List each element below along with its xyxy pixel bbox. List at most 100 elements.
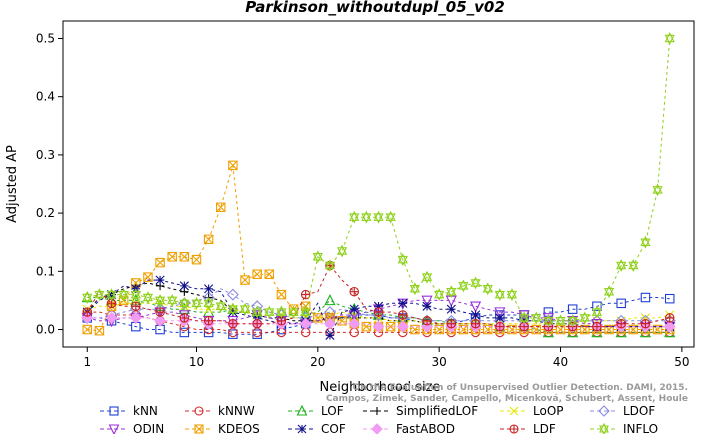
data-point (434, 288, 445, 299)
data-point (167, 252, 177, 262)
data-point (421, 273, 433, 284)
data-point (482, 285, 493, 296)
data-point (599, 425, 609, 434)
data-point (531, 324, 541, 335)
data-point (154, 296, 166, 307)
data-point (94, 325, 105, 336)
credit-top: On the Evaluation of Unsupervised Outlie… (353, 383, 688, 393)
legend-item-knnw: kNNW (185, 404, 255, 418)
data-point (374, 307, 383, 317)
x-tick-label: 40 (553, 355, 568, 369)
data-point (446, 287, 457, 299)
data-point (252, 305, 263, 316)
x-tick-label: 20 (310, 355, 325, 369)
data-point (118, 295, 129, 306)
data-point (324, 293, 336, 306)
data-point (447, 319, 456, 328)
data-point (179, 327, 190, 338)
legend-label: LDF (533, 422, 556, 434)
data-point (106, 290, 117, 302)
data-point (579, 311, 590, 322)
data-point (592, 322, 602, 331)
data-point (179, 281, 189, 291)
data-point (640, 235, 651, 246)
data-point (264, 269, 275, 279)
data-point (300, 308, 311, 319)
data-point (94, 288, 105, 299)
data-point (288, 305, 299, 316)
data-point (154, 314, 167, 327)
data-point (531, 311, 542, 322)
data-point (361, 321, 372, 332)
legend: kNN kNNW LOF SimplifiedLOF LoOP LDOF ODIN KDEOS… (100, 404, 658, 434)
data-point (94, 326, 104, 336)
data-point (167, 296, 178, 307)
data-point (446, 304, 456, 314)
data-point (458, 324, 469, 335)
data-point (458, 282, 469, 293)
data-point (603, 285, 615, 296)
data-point (591, 308, 603, 319)
legend-item-loop: LoOP (500, 404, 564, 418)
data-point (108, 424, 120, 434)
data-point (567, 317, 578, 328)
data-point (616, 298, 626, 309)
legend-label: ODIN (133, 422, 164, 434)
data-point (252, 269, 262, 279)
data-point (337, 316, 347, 326)
data-point (106, 288, 117, 299)
data-point (510, 425, 518, 433)
data-point (482, 282, 493, 293)
data-point (628, 259, 639, 270)
legend-label: SimplifiedLOF (396, 404, 478, 418)
legend-label: KDEOS (218, 422, 260, 434)
x-tick-label: 1 (83, 355, 91, 369)
data-point (598, 405, 610, 417)
data-point (628, 261, 639, 272)
x-tick-label: 30 (432, 355, 447, 369)
data-point (155, 258, 165, 268)
data-point (519, 311, 530, 322)
data-point (349, 213, 360, 224)
data-point (371, 423, 383, 434)
y-tick-label: 0.5 (36, 31, 55, 45)
legend-label: FastABOD (396, 422, 455, 434)
data-point (494, 290, 505, 302)
data-point (470, 276, 481, 287)
data-point (663, 320, 676, 333)
data-point (228, 160, 238, 170)
legend-item-ldof: LDOF (590, 404, 655, 418)
series-inflo (82, 32, 675, 328)
y-tick-label: 0.4 (36, 90, 55, 104)
legend-item-fastabod: FastABOD (363, 422, 455, 434)
data-point (599, 422, 609, 433)
data-point (531, 314, 542, 325)
data-point (495, 313, 505, 323)
data-point (409, 282, 420, 293)
legend-item-simplifiedlof: SimplifiedLOF (363, 404, 478, 418)
data-point (323, 317, 336, 330)
data-point (348, 317, 361, 330)
data-point (82, 324, 92, 335)
legend-item-lof: LOF (288, 404, 344, 418)
data-point (628, 324, 639, 335)
data-point (518, 310, 530, 322)
data-point (664, 293, 675, 304)
credit-authors: Campos, Zimek, Sander, Campello, Micenko… (326, 394, 688, 404)
data-point (664, 34, 675, 45)
data-point (179, 296, 190, 308)
y-tick-label: 0.1 (36, 264, 55, 278)
data-point (507, 324, 517, 335)
data-point (215, 299, 226, 311)
legend-label: COF (321, 422, 346, 434)
data-point (603, 287, 615, 299)
data-point (372, 309, 385, 321)
data-point (567, 304, 578, 314)
data-point (409, 285, 420, 296)
data-point (264, 269, 274, 279)
data-point (373, 213, 384, 224)
data-point (665, 313, 674, 323)
data-point (361, 210, 372, 221)
data-point (398, 310, 407, 320)
data-point (155, 307, 165, 317)
